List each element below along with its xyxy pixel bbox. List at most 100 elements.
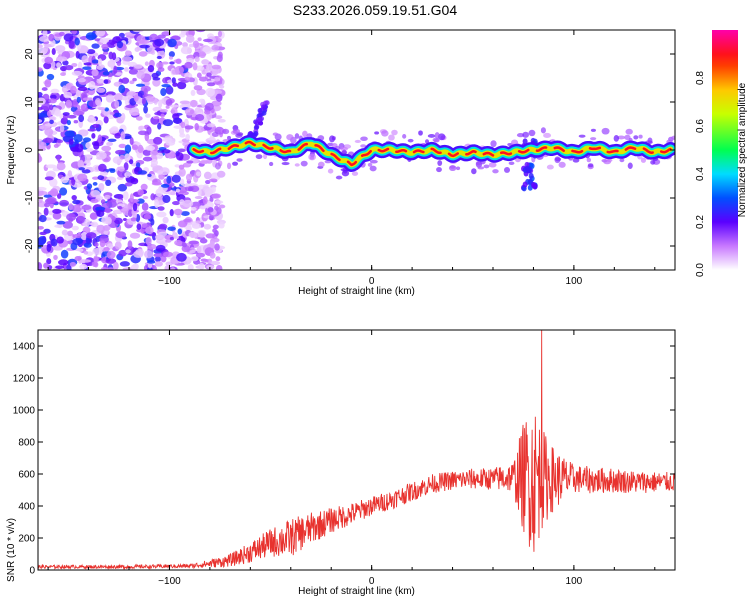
ridge-speckle <box>335 175 343 180</box>
noise-blob <box>102 51 109 55</box>
noise-blob <box>49 119 54 125</box>
noise-blob <box>182 42 188 48</box>
noise-blob <box>100 199 106 205</box>
noise-blob <box>108 127 119 134</box>
noise-blob <box>129 232 141 239</box>
noise-blob <box>72 233 83 239</box>
noise-blob <box>137 189 144 196</box>
noise-blob <box>48 178 58 187</box>
noise-blob <box>138 125 145 130</box>
ridge-speckle <box>374 131 380 135</box>
noise-blob <box>129 193 134 203</box>
noise-blob <box>194 56 200 63</box>
noise-blob <box>137 144 144 154</box>
noise-blob <box>205 102 214 111</box>
ridge-speckle <box>625 128 633 135</box>
noise-blob <box>72 199 81 205</box>
noise-blob <box>183 218 192 223</box>
noise-blob <box>190 255 199 262</box>
noise-blob <box>192 40 200 49</box>
noise-blob <box>217 118 226 123</box>
noise-blob <box>145 226 154 235</box>
noise-blob <box>158 231 168 237</box>
noise-blob <box>48 98 57 104</box>
noise-blob <box>106 141 114 147</box>
noise-blob <box>124 171 132 177</box>
noise-blob <box>52 208 62 214</box>
noise-blob <box>128 66 134 70</box>
colorbar-label: Normalized spectral amplitude <box>737 82 748 217</box>
noise-blob <box>176 252 187 262</box>
noise-blob <box>68 40 75 49</box>
noise-blob <box>38 262 43 270</box>
noise-blob <box>156 62 164 69</box>
ridge-speckle <box>617 135 626 140</box>
noise-blob <box>131 112 140 116</box>
noise-blob <box>176 81 187 90</box>
noise-blob <box>214 200 224 204</box>
noise-blob <box>117 183 128 192</box>
noise-blob <box>169 61 175 65</box>
noise-blob <box>94 38 101 42</box>
noise-blob <box>109 168 116 173</box>
ridge-speckle <box>329 135 335 143</box>
noise-blob <box>155 244 166 252</box>
noise-blob <box>185 173 193 182</box>
noise-blob <box>85 32 97 41</box>
noise-blob <box>192 62 198 71</box>
noise-blob <box>122 267 134 270</box>
noise-blob <box>119 261 130 267</box>
noise-blob <box>56 139 64 144</box>
noise-blob <box>46 243 52 252</box>
noise-blob <box>165 105 170 109</box>
noise-blob <box>196 245 202 254</box>
noise-blob <box>149 150 159 156</box>
noise-blob <box>157 122 162 130</box>
plume-blob <box>257 117 263 123</box>
noise-blob <box>139 39 150 44</box>
ridge-speckle <box>369 159 378 164</box>
noise-blob <box>121 77 130 84</box>
noise-blob <box>168 56 174 60</box>
ridge-speckle <box>340 146 348 152</box>
noise-blob <box>73 134 83 143</box>
noise-blob <box>74 143 84 153</box>
noise-blob <box>118 249 127 257</box>
noise-blob <box>212 228 218 233</box>
noise-blob <box>186 222 192 230</box>
noise-blob <box>142 156 153 162</box>
noise-blob <box>153 253 164 258</box>
noise-blob <box>195 65 205 71</box>
noise-blob <box>38 35 50 43</box>
noise-blob <box>101 43 109 50</box>
bottom-y-tick-label: 1000 <box>13 406 36 417</box>
noise-blob <box>179 126 185 136</box>
ridge-speckle <box>516 133 525 138</box>
noise-blob <box>206 140 217 144</box>
noise-blob <box>49 188 59 197</box>
noise-blob <box>71 70 83 76</box>
noise-blob <box>103 247 110 252</box>
plume-blob <box>261 110 267 116</box>
noise-blob <box>44 79 52 88</box>
noise-blob <box>204 259 209 263</box>
noise-blob <box>144 132 150 142</box>
noise-blob <box>156 152 164 159</box>
noise-blob <box>188 186 194 192</box>
noise-blob <box>71 194 77 201</box>
bottom-x-tick-label: −100 <box>158 576 181 587</box>
ridge-speckle <box>572 158 580 163</box>
bottom-y-tick-label: 0 <box>29 566 35 577</box>
noise-blob <box>190 206 197 211</box>
noise-blob <box>205 87 215 97</box>
noise-blob <box>55 265 65 270</box>
noise-blob <box>136 223 142 230</box>
noise-blob <box>206 123 216 128</box>
noise-blob <box>134 166 140 172</box>
ridge-speckle <box>226 162 232 170</box>
noise-blob <box>113 217 123 225</box>
ridge-speckle <box>300 160 308 167</box>
noise-blob <box>123 162 129 171</box>
ridge-speckle <box>540 127 546 134</box>
noise-blob <box>143 87 148 97</box>
